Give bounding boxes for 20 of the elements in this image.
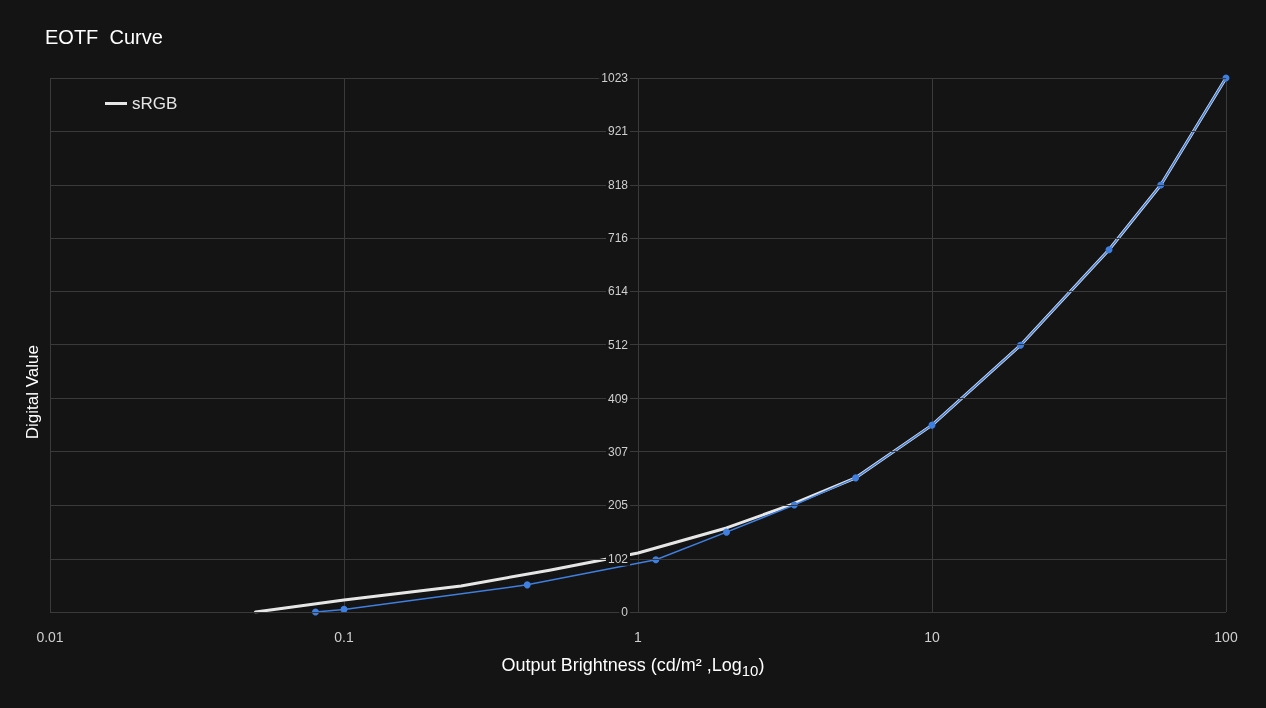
y-tick-label: 716 [607, 231, 629, 246]
x-tick-label: 1 [634, 629, 643, 645]
y-tick-label: 102 [607, 551, 629, 566]
y-axis-title: Digital Value [23, 344, 42, 440]
y-tick-label: 1023 [601, 71, 629, 85]
x-axis-title: Output Brightness (cd/m² ,Log$_{10}$) [500, 655, 766, 679]
y-tick-label: 205 [607, 497, 629, 512]
chart-title: EOTF Curve [45, 26, 163, 48]
x-tick-label: 0.01 [36, 629, 64, 645]
legend-label: sRGB [132, 94, 178, 113]
x-tick-label: 100 [1214, 629, 1238, 645]
y-tick-label: 307 [607, 444, 629, 459]
y-tick-label: 614 [607, 284, 629, 299]
y-tick-label: 921 [607, 124, 629, 139]
y-tick-label: 818 [607, 178, 629, 193]
x-tick-label: 10 [924, 629, 940, 645]
y-tick-label: 0 [621, 605, 629, 619]
y-tick-label: 512 [607, 337, 629, 352]
y-tick-label: 409 [607, 391, 629, 406]
x-tick-label: 0.1 [334, 629, 354, 645]
